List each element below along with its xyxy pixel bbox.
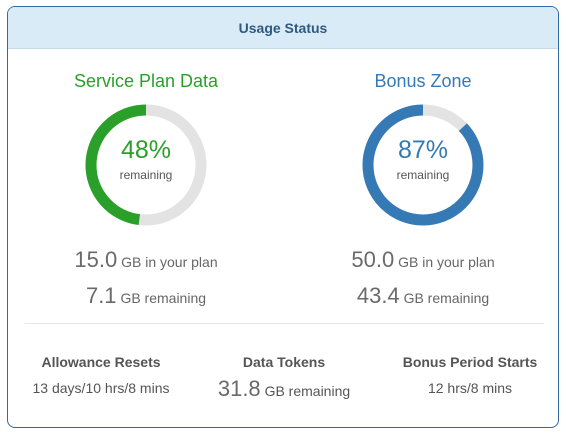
allowance-resets-label: Allowance Resets <box>41 354 161 370</box>
bonus-zone-section: Bonus Zone 87% remaining 50.0 GB in your… <box>303 69 543 309</box>
service-plan-remaining: 7.1 GB remaining <box>26 283 266 309</box>
data-tokens: Data Tokens 31.8 GB remaining <box>194 354 374 402</box>
bonus-zone-ring <box>362 104 484 226</box>
service-plan-remaining-suffix: GB remaining <box>120 290 207 306</box>
service-plan-total: 15.0 GB in your plan <box>26 247 266 273</box>
allowance-resets: Allowance Resets 13 days/10 hrs/8 mins <box>11 354 191 396</box>
service-plan-gauge: 48% remaining <box>83 102 209 228</box>
bonus-zone-remaining-value: 43.4 <box>356 283 400 308</box>
panel-header: Usage Status <box>8 7 558 49</box>
allowance-resets-value: 13 days/10 hrs/8 mins <box>32 380 170 396</box>
service-plan-percent: 48% <box>120 136 172 164</box>
bonus-zone-total-suffix: GB in your plan <box>398 254 495 270</box>
service-plan-title: Service Plan Data <box>73 71 219 91</box>
panel-title: Usage Status <box>238 19 328 36</box>
data-tokens-label: Data Tokens <box>242 354 326 370</box>
service-plan-gauge-text: 48% remaining <box>83 136 209 182</box>
service-plan-ring-fill <box>85 104 207 226</box>
bonus-period-starts-label: Bonus Period Starts <box>402 354 538 370</box>
usage-status-panel: Usage Status Service Plan Data 48% remai… <box>7 6 559 428</box>
bonus-zone-remaining: 43.4 GB remaining <box>303 283 543 309</box>
bonus-period-starts-value: 12 hrs/8 mins <box>427 380 513 396</box>
bonus-period-starts: Bonus Period Starts 12 hrs/8 mins <box>380 354 558 396</box>
bonus-zone-total: 50.0 GB in your plan <box>303 247 543 273</box>
data-tokens-suffix: GB remaining <box>264 383 351 399</box>
bonus-zone-ring-fill <box>362 104 484 226</box>
section-divider <box>25 323 544 324</box>
service-plan-total-value: 15.0 <box>74 247 118 272</box>
service-plan-ring <box>85 104 207 226</box>
bonus-zone-remaining-caption: remaining <box>396 168 450 182</box>
bonus-zone-remaining-suffix: GB remaining <box>403 290 490 306</box>
service-plan-remaining-value: 7.1 <box>85 283 117 308</box>
bonus-zone-gauge-text: 87% remaining <box>360 136 486 182</box>
bonus-zone-gauge: 87% remaining <box>360 102 486 228</box>
service-plan-total-suffix: GB in your plan <box>121 254 218 270</box>
data-tokens-value-row: 31.8 GB remaining <box>194 376 374 402</box>
bonus-zone-total-value: 50.0 <box>351 247 395 272</box>
service-plan-section: Service Plan Data 48% remaining 15.0 GB … <box>26 69 266 309</box>
service-plan-remaining-caption: remaining <box>119 168 173 182</box>
data-tokens-value: 31.8 <box>217 376 261 401</box>
bonus-zone-percent: 87% <box>397 136 449 164</box>
bonus-zone-title: Bonus Zone <box>374 71 472 91</box>
